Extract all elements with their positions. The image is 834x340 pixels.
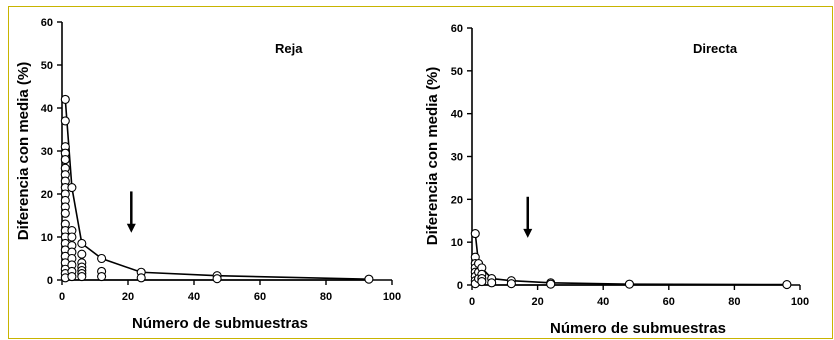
data-point-reja xyxy=(136,273,146,283)
data-point-directa xyxy=(782,280,792,290)
data-point-reja xyxy=(60,208,70,218)
panel-directa: Directa Número de submuestras Diferencia… xyxy=(424,23,809,337)
panel-title-directa: Directa xyxy=(693,41,738,56)
x-tick-label-reja: 80 xyxy=(320,291,332,303)
x-tick-label-directa: 80 xyxy=(728,296,740,308)
data-point-reja xyxy=(60,116,70,126)
x-tick-label-directa: 40 xyxy=(597,296,609,308)
y-tick-label-reja: 40 xyxy=(41,103,53,115)
data-point-reja xyxy=(77,272,87,282)
arrow-head-directa xyxy=(523,228,533,238)
data-point-reja xyxy=(67,183,77,193)
data-point-reja xyxy=(60,155,70,165)
x-axis-title-reja: Número de submuestras xyxy=(132,315,308,332)
panel-reja: Reja Número de submuestras Diferencia co… xyxy=(15,17,401,332)
x-tick-label-reja: 20 xyxy=(122,291,134,303)
data-point-reja xyxy=(364,274,374,284)
data-point-reja xyxy=(67,272,77,282)
data-point-reja xyxy=(97,253,107,264)
y-tick-label-directa: 0 xyxy=(457,280,463,292)
y-tick-label-directa: 20 xyxy=(451,194,463,206)
y-tick-label-directa: 10 xyxy=(451,237,463,249)
x-tick-label-reja: 40 xyxy=(188,291,200,303)
y-tick-label-reja: 60 xyxy=(41,17,53,29)
x-tick-label-reja: 100 xyxy=(383,291,401,303)
y-tick-label-reja: 30 xyxy=(41,146,53,158)
x-tick-label-directa: 100 xyxy=(791,296,809,308)
x-axis-title-directa: Número de submuestras xyxy=(550,320,726,337)
data-point-directa xyxy=(624,279,634,289)
data-point-reja xyxy=(77,249,87,259)
y-tick-label-reja: 50 xyxy=(41,60,53,72)
y-axis-title-reja: Diferencia con media (%) xyxy=(15,62,32,240)
y-tick-label-directa: 40 xyxy=(451,109,463,121)
data-point-directa xyxy=(477,277,487,287)
data-point-directa xyxy=(546,279,556,289)
data-point-reja xyxy=(97,272,107,282)
y-tick-label-reja: 20 xyxy=(41,189,53,201)
x-tick-label-directa: 60 xyxy=(663,296,675,308)
x-tick-label-directa: 0 xyxy=(469,296,475,308)
data-point-reja xyxy=(60,94,70,104)
data-point-reja xyxy=(77,238,87,248)
envelope-line-reja xyxy=(64,99,369,280)
data-point-directa xyxy=(487,278,497,288)
y-tick-label-reja: 0 xyxy=(47,275,53,287)
x-tick-label-directa: 20 xyxy=(531,296,543,308)
figure-border xyxy=(8,6,833,339)
envelope-line-directa xyxy=(474,233,787,286)
y-tick-label-directa: 30 xyxy=(451,152,463,164)
y-tick-label-directa: 60 xyxy=(451,23,463,35)
data-point-directa xyxy=(506,279,516,289)
data-point-reja xyxy=(212,274,222,284)
y-tick-label-directa: 50 xyxy=(451,66,463,78)
y-tick-label-reja: 10 xyxy=(41,232,53,244)
data-point-directa xyxy=(470,229,480,239)
x-tick-label-reja: 60 xyxy=(254,291,266,303)
panel-title-reja: Reja xyxy=(275,41,303,56)
x-tick-label-reja: 0 xyxy=(59,291,65,303)
y-axis-title-directa: Diferencia con media (%) xyxy=(424,67,441,245)
arrow-head-reja xyxy=(126,223,136,233)
data-point-reja xyxy=(67,232,77,242)
